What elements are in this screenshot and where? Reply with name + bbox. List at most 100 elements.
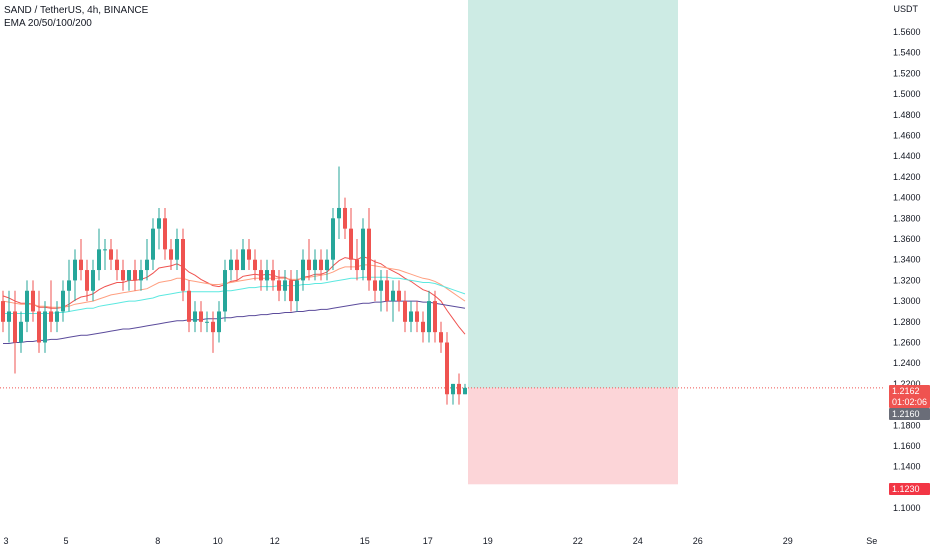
candle-body[interactable] (139, 270, 143, 281)
candle-body[interactable] (79, 259, 83, 271)
candle-body[interactable] (223, 270, 227, 312)
candle-body[interactable] (121, 270, 125, 281)
candle-body[interactable] (343, 207, 347, 229)
candle-body[interactable] (409, 311, 413, 322)
x-axis-tick-label: 29 (783, 536, 793, 546)
indicator-legend[interactable]: EMA 20/50/100/200 (4, 18, 92, 29)
candle-body[interactable] (253, 259, 257, 271)
candle-body[interactable] (55, 311, 59, 322)
candle-body[interactable] (307, 259, 311, 271)
candle-body[interactable] (259, 270, 263, 281)
candle-body[interactable] (247, 249, 251, 260)
currency-label: USDT (893, 4, 919, 14)
candle-body[interactable] (181, 239, 185, 291)
candle-body[interactable] (169, 249, 173, 260)
candle-body[interactable] (235, 259, 239, 271)
candle-body[interactable] (61, 290, 65, 312)
candle-body[interactable] (283, 280, 287, 291)
candle-body[interactable] (127, 270, 131, 281)
x-axis-tick-label: 24 (633, 536, 643, 546)
candle-body[interactable] (133, 270, 137, 281)
y-axis-tick-label: 1.4600 (893, 131, 921, 141)
candle-body[interactable] (211, 321, 215, 333)
stop-price-tag-text: 1.1230 (892, 484, 920, 494)
candle-body[interactable] (391, 290, 395, 302)
candle-body[interactable] (175, 239, 179, 260)
candle-body[interactable] (97, 249, 101, 271)
candle-body[interactable] (109, 249, 113, 260)
candle-body[interactable] (37, 311, 41, 343)
ema-20-line (2, 256, 466, 335)
candle-body[interactable] (25, 290, 29, 322)
y-axis-tick-label: 1.5600 (893, 27, 921, 37)
candle-body[interactable] (73, 259, 77, 281)
candle-body[interactable] (241, 249, 245, 271)
candle-body[interactable] (199, 311, 203, 322)
candle-body[interactable] (403, 301, 407, 322)
loss-zone[interactable] (468, 388, 678, 485)
candle-body[interactable] (91, 270, 95, 291)
candle-body[interactable] (427, 301, 431, 333)
candle-body[interactable] (373, 280, 377, 291)
candle-body[interactable] (103, 249, 107, 251)
x-axis-tick-label: 26 (693, 536, 703, 546)
candle-body[interactable] (397, 290, 401, 302)
candle-body[interactable] (379, 280, 383, 291)
candle-body[interactable] (367, 228, 371, 281)
candle-body[interactable] (415, 311, 419, 322)
candle-body[interactable] (277, 280, 281, 291)
candle-body[interactable] (421, 321, 425, 333)
y-axis-tick-label: 1.2400 (893, 358, 921, 368)
ema-200-line (3, 300, 466, 344)
candle-body[interactable] (319, 259, 323, 271)
candle-body[interactable] (289, 280, 293, 302)
candle-body[interactable] (115, 259, 119, 271)
candle-body[interactable] (31, 290, 35, 312)
candle-body[interactable] (67, 280, 71, 291)
candle-body[interactable] (301, 259, 305, 281)
current-price-tag-text: 01:02:06 (892, 397, 927, 407)
candle-body[interactable] (325, 259, 329, 271)
y-axis-tick-label: 1.4200 (893, 172, 921, 182)
candle-body[interactable] (457, 383, 461, 395)
candle-body[interactable] (295, 280, 299, 302)
candle-body[interactable] (163, 218, 167, 250)
candle-body[interactable] (355, 259, 359, 271)
candle-body[interactable] (337, 207, 341, 219)
candle-body[interactable] (193, 311, 197, 322)
candle-body[interactable] (151, 228, 155, 260)
candle-body[interactable] (13, 311, 17, 343)
candle-body[interactable] (7, 311, 11, 322)
y-axis-tick-label: 1.3000 (893, 296, 921, 306)
candle-body[interactable] (229, 259, 233, 271)
candle-body[interactable] (43, 311, 47, 343)
candle-body[interactable] (433, 301, 437, 333)
candle-body[interactable] (145, 259, 149, 271)
candle-body[interactable] (331, 218, 335, 260)
candle-body[interactable] (271, 270, 275, 281)
candle-body[interactable] (205, 321, 209, 323)
y-axis-tick-label: 1.1000 (893, 503, 921, 513)
candle-body[interactable] (313, 259, 317, 271)
candle-body[interactable] (157, 218, 161, 229)
candle-body[interactable] (463, 387, 467, 395)
profit-zone[interactable] (468, 0, 678, 389)
candle-body[interactable] (445, 342, 449, 395)
candle-body[interactable] (187, 290, 191, 322)
candle-body[interactable] (265, 270, 269, 281)
y-axis-tick-label: 1.5400 (893, 48, 921, 58)
candle-body[interactable] (349, 228, 353, 260)
candle-body[interactable] (439, 332, 443, 343)
candle-body[interactable] (451, 383, 455, 395)
candle-body[interactable] (85, 270, 89, 291)
current-price-tag-text: 1.2162 (892, 386, 920, 396)
candle-body[interactable] (385, 280, 389, 302)
candle-body[interactable] (361, 228, 365, 271)
candle-body[interactable] (217, 311, 221, 333)
candle-body[interactable] (1, 301, 5, 322)
ema-100-line (3, 276, 466, 314)
candle-body[interactable] (49, 311, 53, 322)
candle-body[interactable] (19, 321, 23, 343)
y-axis-tick-label: 1.4000 (893, 193, 921, 203)
